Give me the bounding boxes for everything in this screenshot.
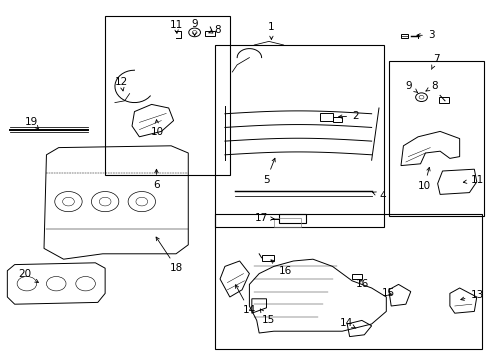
Text: 10: 10 [151,120,163,137]
Bar [332,117,342,122]
Bar [438,97,448,103]
Bar [105,16,229,175]
Bar [205,31,215,36]
Text: 20: 20 [19,269,39,283]
Text: 19: 19 [25,117,39,130]
Text: 4: 4 [372,191,385,201]
Text: 7: 7 [430,54,439,69]
Text: 8: 8 [425,81,437,91]
Text: 5: 5 [263,158,275,185]
Text: 1: 1 [267,22,274,40]
Text: 11: 11 [462,175,483,185]
Text: 14: 14 [235,285,256,315]
Bar [273,218,300,227]
Text: 3: 3 [416,30,434,40]
Text: 16: 16 [270,260,291,276]
Text: 9: 9 [191,19,198,36]
Text: 15: 15 [381,288,394,298]
Bar [351,274,361,279]
Bar [278,214,305,223]
Bar [388,61,483,216]
Bar [400,34,407,38]
Text: 8: 8 [208,24,221,35]
Text: 15: 15 [260,309,274,325]
Text: 9: 9 [405,81,417,93]
Text: 11: 11 [169,19,183,33]
Bar [215,45,383,227]
Text: 12: 12 [114,77,128,91]
Bar [215,214,481,349]
Text: 2: 2 [338,111,358,121]
Text: 18: 18 [156,237,183,273]
Text: 10: 10 [417,167,430,191]
Text: 16: 16 [355,279,369,289]
Text: 17: 17 [254,213,273,223]
Bar [261,255,273,261]
Bar [320,113,332,121]
Text: 6: 6 [153,169,160,190]
Text: 14: 14 [339,318,355,328]
Text: 13: 13 [460,290,483,300]
